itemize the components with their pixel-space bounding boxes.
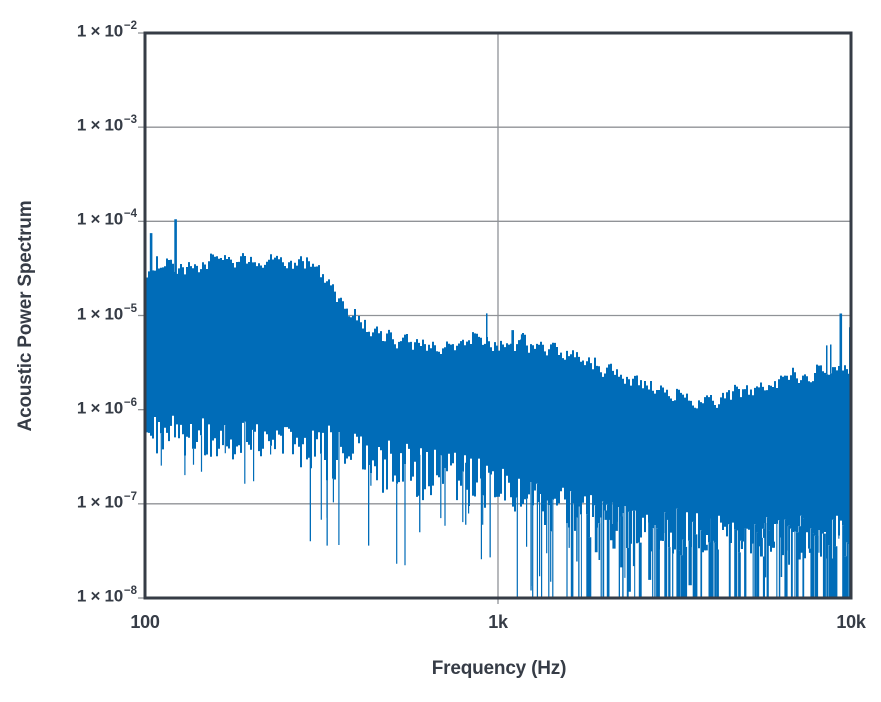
x-tick-label: 100 — [130, 612, 160, 632]
spectrum-series — [146, 219, 851, 598]
x-axis-title: Frequency (Hz) — [431, 658, 567, 679]
y-tick-label: 1 × 10−6 — [76, 396, 137, 418]
y-tick-label: 1 × 10−4 — [76, 208, 137, 229]
x-tick-label: 10k — [836, 612, 866, 632]
y-tick-label: 1 × 10−5 — [76, 302, 137, 324]
y-tick-label: 1 × 10−3 — [76, 114, 137, 135]
y-tick-label: 1 × 10−2 — [76, 20, 137, 41]
axis-ticks — [138, 32, 499, 604]
plot-area — [138, 31, 853, 604]
x-tick-label: 1k — [488, 612, 508, 632]
plot-border — [143, 31, 853, 600]
y-axis-title: Acoustic Power Spectrum — [15, 200, 36, 432]
spectrum-spikes — [149, 219, 851, 598]
y-tick-label: 1 × 10−8 — [76, 585, 137, 606]
spectrum-band — [146, 253, 851, 559]
y-tick-label: 1 × 10−7 — [76, 490, 137, 512]
